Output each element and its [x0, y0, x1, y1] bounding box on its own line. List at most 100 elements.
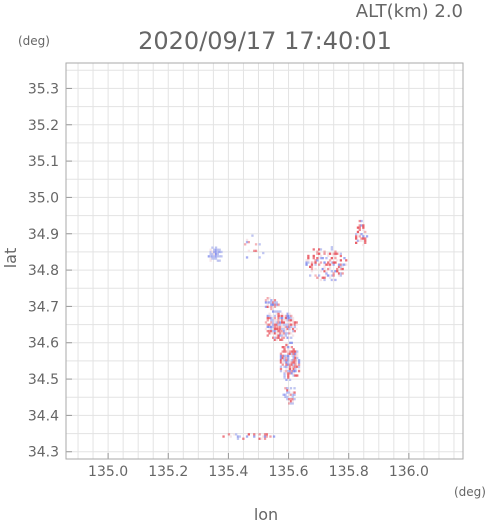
data-cell: [277, 319, 280, 322]
data-cell: [290, 316, 293, 320]
data-cell: [262, 435, 265, 438]
data-cell: [312, 261, 315, 264]
data-cell: [287, 356, 290, 360]
data-cell: [339, 259, 342, 262]
data-cell: [284, 387, 287, 390]
data-cell: [272, 325, 275, 328]
data-cell: [327, 267, 330, 271]
data-cell: [290, 359, 293, 362]
data-cell: [287, 350, 290, 353]
data-cell: [288, 391, 291, 394]
data-cell: [285, 359, 288, 362]
data-cell: [319, 261, 323, 264]
data-cell: [273, 327, 277, 331]
data-cell: [358, 224, 361, 227]
data-cell: [330, 246, 333, 249]
data-cell: [227, 433, 231, 436]
data-cell: [253, 435, 256, 438]
data-cell: [332, 263, 335, 266]
data-cell: [316, 259, 319, 262]
data-cell: [364, 237, 367, 240]
data-cell: [282, 325, 286, 328]
data-cell: [207, 255, 210, 258]
data-cell: [270, 316, 273, 320]
data-cell: [266, 303, 269, 306]
data-cell: [209, 250, 212, 254]
data-cell: [281, 314, 284, 318]
data-cell: [281, 363, 284, 366]
data-cell: [281, 323, 284, 326]
data-cell: [289, 398, 293, 401]
data-cell: [296, 350, 299, 353]
data-cell: [289, 393, 293, 396]
data-cell: [209, 255, 212, 258]
data-cells: [207, 219, 369, 440]
data-cell: [295, 323, 298, 326]
data-cell: [289, 400, 293, 403]
data-cell: [214, 255, 218, 258]
data-cell: [307, 261, 310, 264]
data-cell: [291, 316, 295, 320]
data-cell: [356, 226, 360, 229]
data-cell: [336, 259, 339, 262]
data-cell: [362, 243, 365, 247]
data-cell: [360, 219, 363, 223]
data-cell: [266, 301, 269, 304]
data-cell: [285, 372, 288, 375]
data-cell: [275, 338, 278, 341]
data-cell: [258, 437, 261, 440]
data-cell: [288, 365, 292, 368]
data-cell: [270, 325, 273, 328]
data-cell: [273, 310, 277, 313]
data-cell: [247, 249, 250, 252]
data-cell: [275, 332, 278, 335]
data-cell: [330, 248, 333, 251]
data-cell: [288, 367, 292, 371]
data-cell: [277, 314, 280, 318]
data-cell: [251, 234, 254, 237]
data-cell: [281, 325, 284, 328]
data-cell: [290, 350, 293, 353]
data-cell: [285, 365, 288, 368]
data-cell: [209, 259, 212, 262]
data-cell: [275, 303, 278, 306]
data-cell: [293, 323, 296, 326]
data-cell: [288, 372, 292, 375]
data-cell: [236, 435, 240, 438]
data-cell: [292, 354, 295, 357]
data-cell: [345, 259, 348, 262]
data-cell: [310, 261, 314, 264]
data-cell: [266, 330, 269, 333]
data-cell: [316, 257, 319, 260]
data-cell: [279, 359, 283, 362]
data-cell: [287, 361, 290, 364]
data-cell: [314, 263, 317, 266]
data-cell: [273, 338, 277, 341]
data-cell: [279, 367, 283, 371]
data-cell: [273, 305, 277, 308]
data-cell: [268, 312, 271, 315]
data-cell: [318, 248, 321, 251]
y-tick-label: 34.7: [28, 299, 59, 315]
data-cell: [293, 391, 296, 394]
data-cell: [284, 325, 287, 328]
data-cell: [277, 321, 280, 324]
data-cell: [288, 319, 291, 322]
data-cell: [343, 257, 346, 260]
data-cell: [282, 319, 286, 322]
data-cell: [358, 233, 361, 236]
data-cell: [235, 433, 238, 436]
data-cell: [233, 433, 236, 436]
data-cell: [332, 272, 335, 275]
data-cell: [289, 387, 293, 390]
data-cell: [242, 437, 245, 440]
data-cell: [264, 301, 268, 304]
data-cell: [288, 336, 291, 339]
data-cell: [358, 226, 361, 229]
data-cell: [214, 250, 218, 254]
data-cell: [216, 248, 219, 251]
data-cell: [290, 325, 293, 328]
chart-subtitle: ALT(km) 2.0: [356, 1, 463, 22]
data-cell: [277, 334, 280, 337]
